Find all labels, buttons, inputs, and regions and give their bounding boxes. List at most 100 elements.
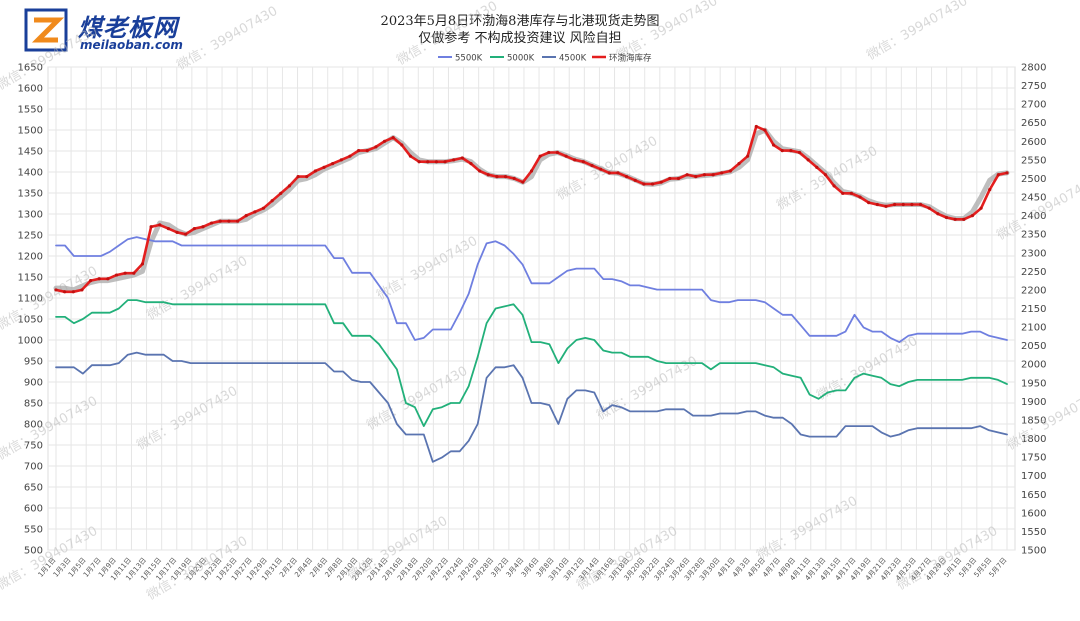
y-right-tick-label: 1850	[1021, 415, 1046, 426]
y-right-tick-label: 2700	[1021, 100, 1046, 111]
watermark-text: 微信：399407430	[375, 234, 481, 304]
y-right-tick-label: 2100	[1021, 323, 1046, 334]
inventory-point	[400, 143, 404, 147]
logo-icon	[24, 8, 68, 52]
y-left-tick-label: 1500	[18, 126, 43, 137]
y-right-tick-label: 1800	[1021, 434, 1046, 445]
inventory-point	[650, 182, 655, 186]
inventory-point	[590, 163, 594, 168]
legend-label: 4500K	[559, 54, 587, 64]
legend-label: 环渤海库存	[609, 53, 652, 64]
inventory-point	[339, 158, 343, 162]
y-left-tick-label: 500	[24, 546, 43, 557]
watermark-text: 微信：399407430	[0, 394, 100, 464]
inventory-point	[374, 145, 378, 149]
inventory-point	[711, 173, 715, 177]
inventory-point	[771, 143, 776, 147]
inventory-point	[616, 171, 620, 175]
y-right-tick-label: 1700	[1021, 471, 1046, 482]
y-right-tick-label: 2650	[1021, 118, 1046, 129]
inventory-point	[382, 139, 387, 143]
watermark-text: 微信：399407430	[595, 354, 701, 424]
inventory-point	[184, 232, 188, 236]
legend-label: 5000K	[507, 54, 535, 64]
y-right-tick-label: 2600	[1021, 137, 1046, 148]
inventory-point	[763, 128, 767, 132]
y-right-tick-label: 1750	[1021, 453, 1046, 464]
watermark-text: 微信：399407430	[0, 264, 100, 334]
inventory-point	[659, 180, 663, 184]
y-right-tick-label: 2800	[1021, 63, 1046, 74]
inventory-point	[685, 173, 689, 177]
inventory-point	[54, 288, 58, 292]
y-left-tick-label: 1200	[18, 252, 43, 263]
watermark-text: 微信：399407430	[815, 334, 921, 404]
inventory-point	[270, 199, 274, 203]
inventory-point	[746, 154, 750, 158]
inventory-point	[893, 202, 897, 207]
y-left-tick-label: 1000	[18, 336, 43, 347]
inventory-point	[901, 202, 905, 207]
y-right-tick-label: 2200	[1021, 285, 1046, 296]
logo-subtext: meilaoban.com	[80, 38, 183, 52]
chart-title: 2023年5月8日环渤海8港库存与北港现货走势图	[380, 14, 660, 29]
inventory-point	[841, 191, 845, 195]
series-line-5000k	[55, 299, 1008, 428]
y-right-tick-label: 2550	[1021, 155, 1046, 166]
inventory-point	[815, 165, 819, 169]
y-right-tick-label: 2500	[1021, 174, 1046, 185]
y-left-tick-label: 600	[24, 504, 43, 515]
inventory-point	[114, 273, 119, 277]
inventory-point	[806, 158, 810, 162]
logo-text: 煤老板网	[78, 14, 178, 42]
inventory-point	[720, 171, 724, 175]
inventory-point	[218, 219, 222, 223]
inventory-point	[348, 154, 352, 158]
inventory-point	[452, 158, 456, 162]
inventory-point	[823, 173, 828, 177]
inventory-point	[106, 277, 110, 281]
inventory-point	[780, 148, 784, 153]
y-right-tick-label: 1650	[1021, 490, 1046, 501]
inventory-point	[910, 202, 914, 207]
inventory-point	[192, 227, 196, 231]
watermark-text: 微信：399407430	[865, 0, 971, 63]
inventory-point	[322, 165, 326, 169]
y-left-tick-label: 800	[24, 420, 43, 431]
inventory-point	[547, 150, 551, 155]
inventory-point	[279, 191, 283, 195]
y-left-tick-label: 1550	[18, 105, 43, 116]
y-left-tick-label: 1650	[18, 63, 43, 74]
legend-label: 5500K	[455, 54, 483, 64]
y-left-tick-label: 850	[24, 399, 43, 410]
inventory-point	[1005, 171, 1009, 175]
inventory-point	[88, 279, 93, 283]
y-right-tick-label: 2000	[1021, 360, 1046, 371]
inventory-point	[728, 169, 732, 173]
inventory-point	[529, 169, 534, 173]
inventory-point	[564, 154, 568, 158]
y-right-tick-label: 2350	[1021, 230, 1046, 241]
inventory-point	[512, 176, 516, 181]
y-left-tick-label: 1350	[18, 189, 43, 200]
inventory-point	[80, 288, 84, 292]
inventory-point	[503, 175, 508, 179]
y-right-tick-label: 1550	[1021, 527, 1046, 538]
inventory-point	[849, 191, 853, 195]
inventory-point	[227, 219, 231, 223]
y-right-tick-label: 2050	[1021, 341, 1046, 352]
inventory-point	[797, 150, 802, 155]
y-left-tick-label: 900	[24, 378, 43, 389]
watermark-text: 微信：399407430	[135, 384, 241, 454]
inventory-point	[625, 175, 629, 179]
watermark-text: 微信：399407430	[175, 4, 281, 74]
watermark-text: 微信：399407430	[145, 254, 251, 324]
y-right-tick-label: 2400	[1021, 211, 1046, 222]
inventory-point	[979, 206, 983, 210]
inventory-point	[875, 202, 879, 207]
inventory-point	[927, 206, 931, 210]
inventory-point	[417, 160, 421, 164]
inventory-point	[478, 169, 482, 173]
y-right-tick-label: 2250	[1021, 267, 1046, 278]
